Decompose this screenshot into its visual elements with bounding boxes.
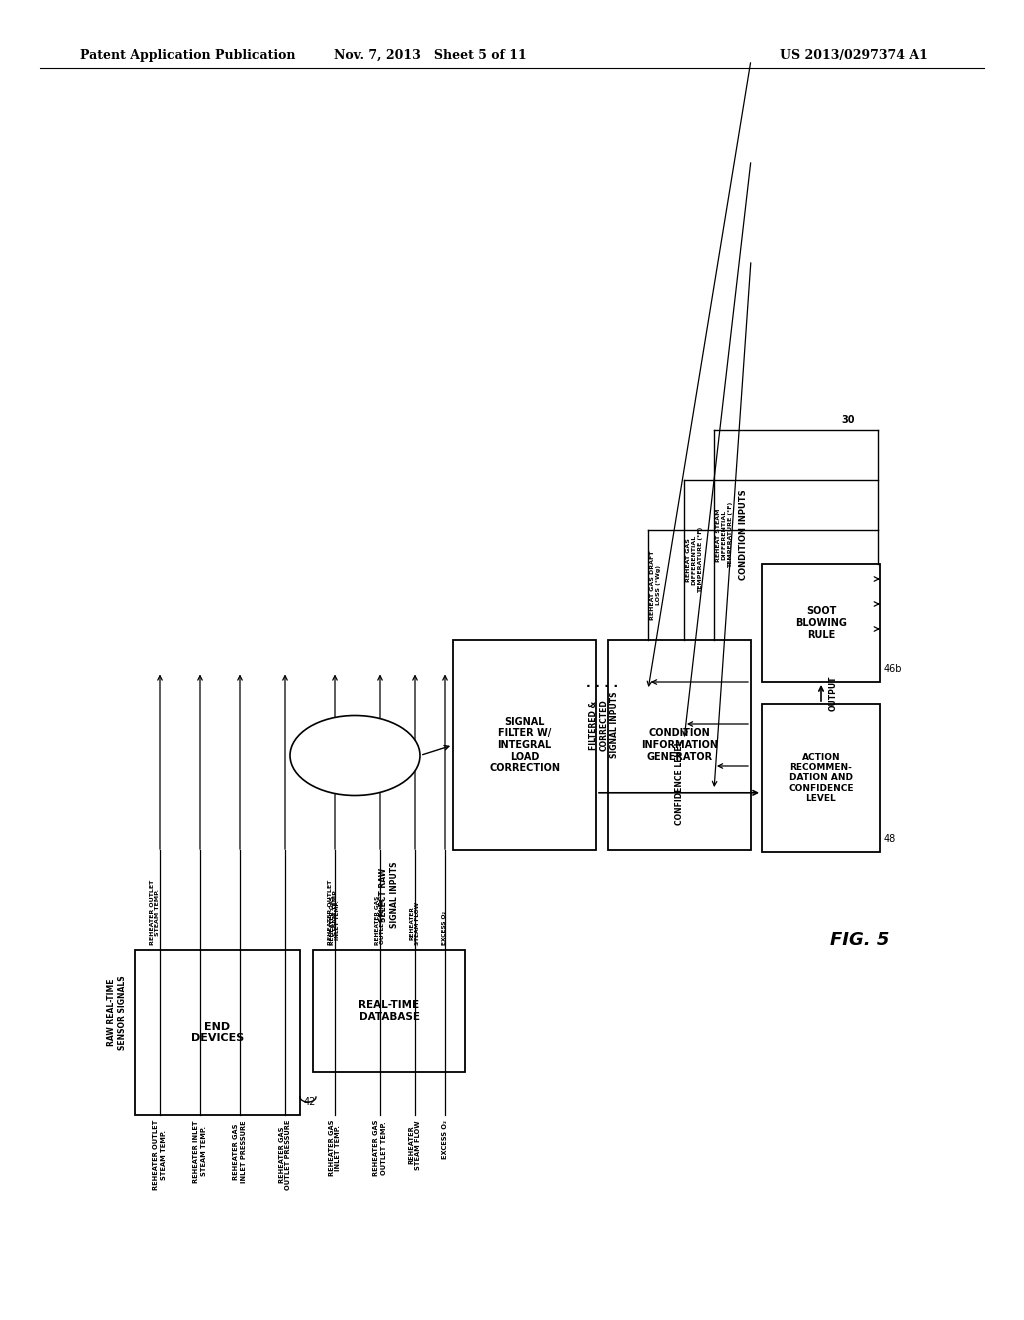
Text: REHEATER GAS
INLET PRESSURE: REHEATER GAS INLET PRESSURE <box>233 1119 247 1183</box>
Text: CONDITION INPUTS: CONDITION INPUTS <box>739 490 748 581</box>
Bar <box>453 640 596 850</box>
Text: FILTERED &
CORRECTED
SIGNAL INPUTS: FILTERED & CORRECTED SIGNAL INPUTS <box>589 692 618 758</box>
Text: Patent Application Publication: Patent Application Publication <box>80 49 296 62</box>
Text: REHEATER GAS
OUTLET TEMP.: REHEATER GAS OUTLET TEMP. <box>374 1119 386 1176</box>
Text: REHEATER OUTLET
STEAM TEMP.: REHEATER OUTLET STEAM TEMP. <box>154 1119 167 1191</box>
Text: END
DEVICES: END DEVICES <box>190 1022 244 1043</box>
Text: NOTE: SOOT
BLOWING RULE
IS LINEAR: NOTE: SOOT BLOWING RULE IS LINEAR <box>323 741 388 771</box>
Bar <box>313 950 465 1072</box>
Text: Nov. 7, 2013   Sheet 5 of 11: Nov. 7, 2013 Sheet 5 of 11 <box>334 49 526 62</box>
Bar <box>762 564 880 682</box>
Text: EXCESS O₂: EXCESS O₂ <box>442 911 447 945</box>
Text: REHEAT STEAM
DIFFERENTIAL
TEMPERATURE (°F): REHEAT STEAM DIFFERENTIAL TEMPERATURE (°… <box>716 502 732 568</box>
Text: OUTPUT: OUTPUT <box>828 676 838 710</box>
Text: RAW REAL-TIME
SENSOR SIGNALS: RAW REAL-TIME SENSOR SIGNALS <box>108 975 127 1049</box>
Text: REHEATER OUTLET
STEAM TEMP.: REHEATER OUTLET STEAM TEMP. <box>150 879 161 945</box>
Text: SIGNAL
FILTER W/
INTEGRAL
LOAD
CORRECTION: SIGNAL FILTER W/ INTEGRAL LOAD CORRECTIO… <box>489 717 560 774</box>
Text: REHEATER GAS
OUTLET TEMP.: REHEATER GAS OUTLET TEMP. <box>375 896 385 945</box>
Bar <box>135 950 300 1115</box>
Bar <box>608 640 751 850</box>
Text: CONFIDENCE LEVEL: CONFIDENCE LEVEL <box>675 741 683 825</box>
Text: REHEAT GAS
DIFFERENTIAL
TEMPERATURE (°F): REHEAT GAS DIFFERENTIAL TEMPERATURE (°F) <box>686 527 702 593</box>
Text: REHEAT GAS DRAFT
LOSS (°Wg): REHEAT GAS DRAFT LOSS (°Wg) <box>650 550 660 619</box>
Text: SELECT RAW
SIGNAL INPUTS: SELECT RAW SIGNAL INPUTS <box>379 862 398 928</box>
Text: REHEATER GAS
OUTLET PRESSURE: REHEATER GAS OUTLET PRESSURE <box>279 1119 292 1191</box>
Text: REHEATER OUTLET
STEAM TEMP.: REHEATER OUTLET STEAM TEMP. <box>328 879 338 945</box>
Text: 30: 30 <box>842 414 855 425</box>
Text: REAL-TIME
DATABASE: REAL-TIME DATABASE <box>358 1001 420 1022</box>
Text: REHEATER
STEAM FLOW: REHEATER STEAM FLOW <box>409 1119 422 1170</box>
Text: 48: 48 <box>884 834 896 843</box>
Text: CONDITION
INFORMATION
GENERATOR: CONDITION INFORMATION GENERATOR <box>641 729 718 762</box>
Text: ACTION
RECOMMEN-
DATION AND
CONFIDENCE
LEVEL: ACTION RECOMMEN- DATION AND CONFIDENCE L… <box>788 752 854 804</box>
Text: REHEATER
STEAM FLOW: REHEATER STEAM FLOW <box>410 902 421 945</box>
Ellipse shape <box>290 715 420 796</box>
Bar <box>762 704 880 851</box>
Text: 42: 42 <box>304 1097 316 1107</box>
Text: FIG. 5: FIG. 5 <box>830 931 890 949</box>
Text: 46b: 46b <box>884 664 902 675</box>
Text: EXCESS O₂: EXCESS O₂ <box>442 1119 449 1159</box>
Text: REHEATER GAS
INLET TEMP.: REHEATER GAS INLET TEMP. <box>330 896 340 945</box>
Text: US 2013/0297374 A1: US 2013/0297374 A1 <box>780 49 928 62</box>
Text: . . . .: . . . . <box>586 677 618 690</box>
Text: REHEATER GAS
INLET TEMP.: REHEATER GAS INLET TEMP. <box>329 1119 341 1176</box>
Text: REHEATER INLET
STEAM TEMP.: REHEATER INLET STEAM TEMP. <box>194 1119 207 1183</box>
Text: SOOT
BLOWING
RULE: SOOT BLOWING RULE <box>795 606 847 640</box>
